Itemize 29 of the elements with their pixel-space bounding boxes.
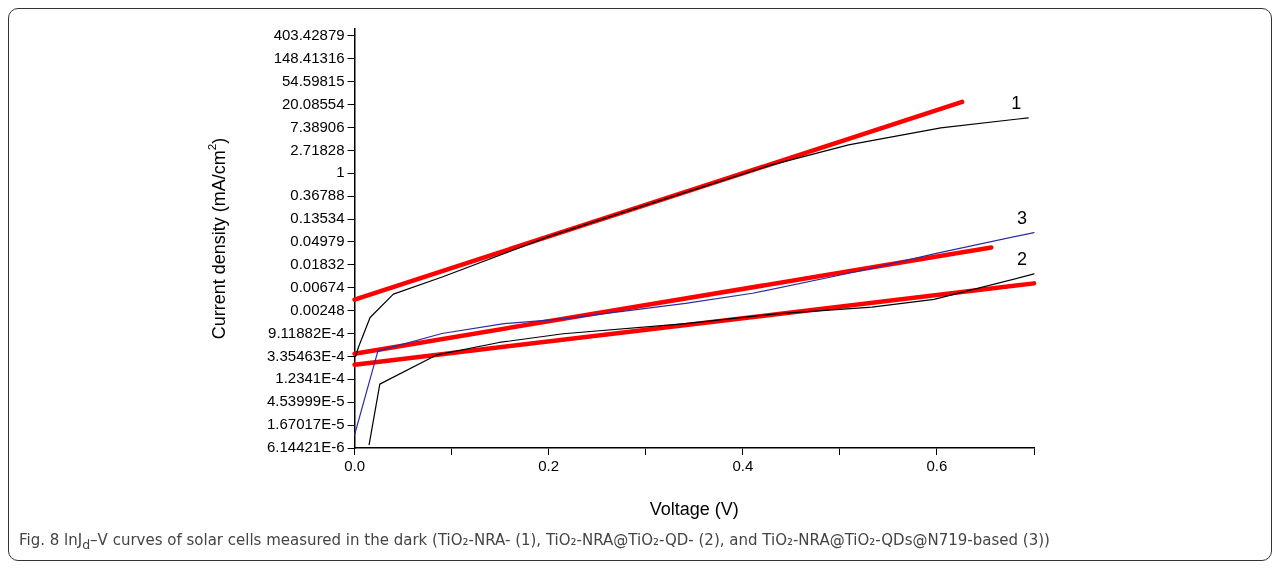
y-tick-label: 20.08554 xyxy=(281,94,345,112)
y-tick-label: 0.04979 xyxy=(290,232,345,250)
y-tick-label: 0.00248 xyxy=(290,300,345,318)
y-tick-label: 9.11882E-4 xyxy=(268,323,345,341)
caption: Fig. 8 lnJ$_{d}$–V curves of solar cells measured in the dark (TiO₂-NRA- (1), TiO₂-NRA@TiO₂-QD- (2), and TiO₂-NRA@TiO₂-QDs@N719-based (3)) xyxy=(18,530,1051,554)
series-label: 3 xyxy=(1016,207,1028,228)
x-tick-label: 0.0 xyxy=(344,457,365,475)
y-tick-label: 6.14421E-6 xyxy=(266,438,345,456)
y-tick-label: 1.67017E-5 xyxy=(266,415,345,433)
y-tick-label: 148.41316 xyxy=(273,48,345,66)
series-label: 2 xyxy=(1016,248,1028,269)
y-tick-label: 4.53999E-5 xyxy=(266,392,345,410)
x-axis-title: Voltage (V) xyxy=(649,498,739,519)
y-tick-label: 0.36788 xyxy=(290,186,345,204)
y-tick-label: 3.35463E-4 xyxy=(266,346,345,364)
y-tick-label: 1 xyxy=(336,163,345,181)
x-tick-label: 0.2 xyxy=(538,457,560,475)
y-tick-label: 54.59815 xyxy=(281,71,345,89)
y-axis-title: Current density (mA/cm2) xyxy=(204,137,229,340)
y-tick-label: 403.42879 xyxy=(273,26,345,44)
y-tick-label: 2.71828 xyxy=(290,140,345,158)
x-tick-label: 0.6 xyxy=(926,457,948,475)
y-tick-label: 0.13534 xyxy=(290,209,345,227)
series-label: 1 xyxy=(1011,92,1022,113)
x-tick-label: 0.4 xyxy=(732,457,754,475)
y-tick-label: 1.2341E-4 xyxy=(275,369,345,387)
y-tick-label: 0.00674 xyxy=(290,277,345,295)
y-tick-label: 0.01832 xyxy=(290,254,345,272)
y-tick-label: 7.38906 xyxy=(290,117,345,135)
